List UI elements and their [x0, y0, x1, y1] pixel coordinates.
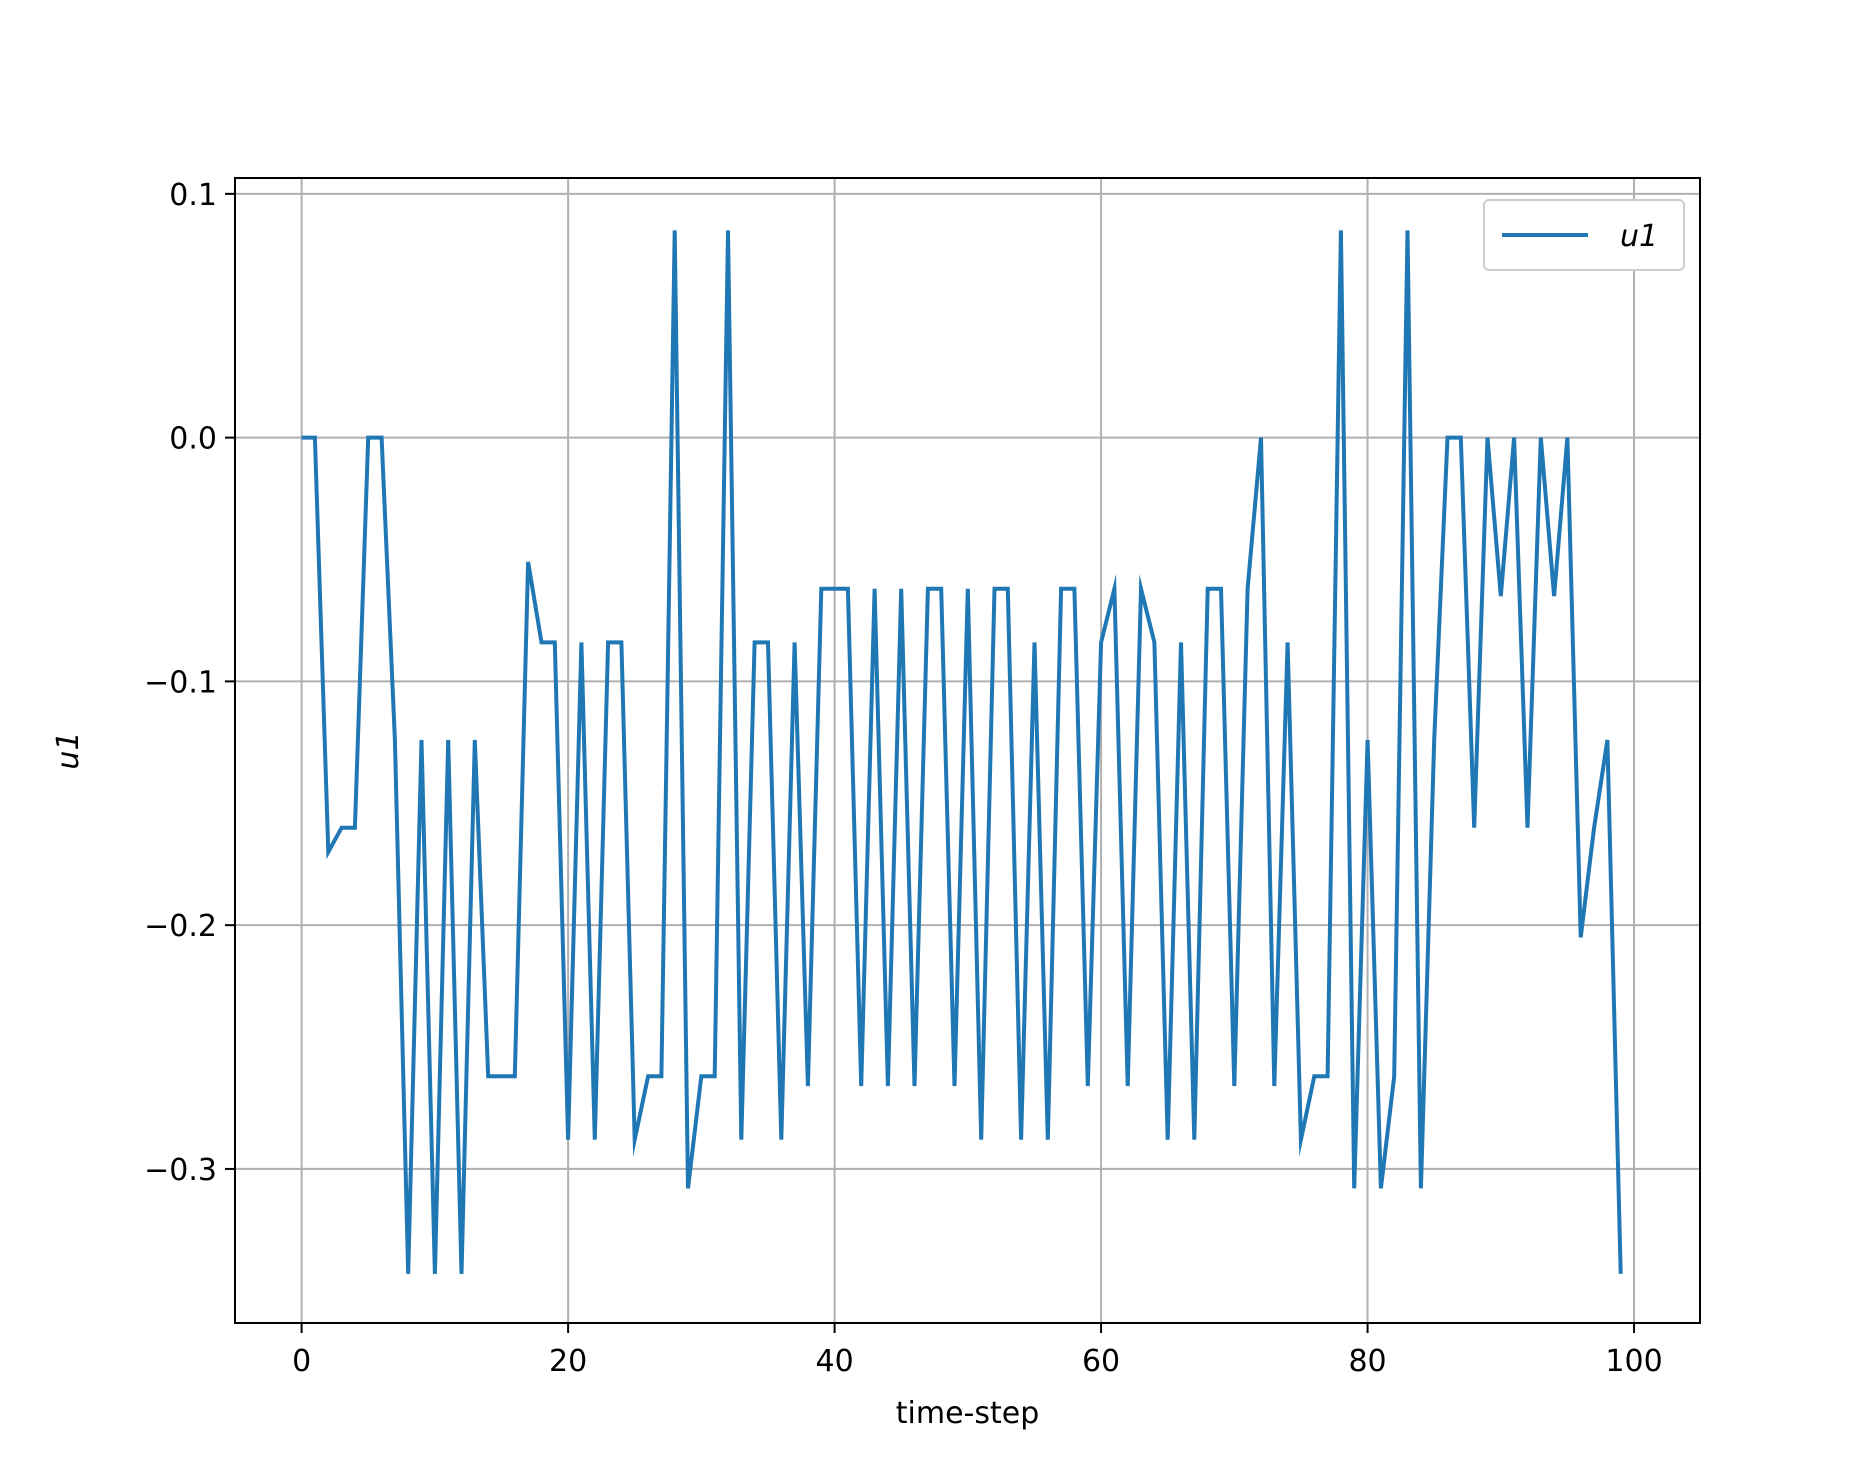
legend: u1 — [1483, 199, 1685, 271]
x-tick-label: 60 — [1082, 1344, 1120, 1379]
x-tick-label: 40 — [815, 1344, 853, 1379]
x-axis-label: time-step — [896, 1396, 1040, 1431]
series-layer — [301, 230, 1623, 1274]
y-axis-label: u1 — [51, 731, 86, 769]
grid-lines — [235, 178, 1700, 1323]
y-tick-label: 0.1 — [169, 178, 217, 213]
y-tick-label: −0.2 — [144, 909, 217, 944]
x-tick-label: 100 — [1605, 1344, 1662, 1379]
x-tick-label: 80 — [1348, 1344, 1386, 1379]
series-line-u1 — [301, 230, 1623, 1274]
y-tick-label: −0.3 — [144, 1153, 217, 1188]
axis-ticks: 0 20 40 60 80 100 0.1 0.0 −0.1 −0.2 −0.3 — [144, 178, 1663, 1379]
x-tick-label: 0 — [292, 1344, 311, 1379]
x-tick-label: 20 — [549, 1344, 587, 1379]
y-tick-label: 0.0 — [169, 422, 217, 457]
y-tick-label: −0.1 — [144, 665, 217, 700]
plot-frame — [234, 177, 1701, 1324]
legend-label: u1 — [1620, 219, 1658, 254]
